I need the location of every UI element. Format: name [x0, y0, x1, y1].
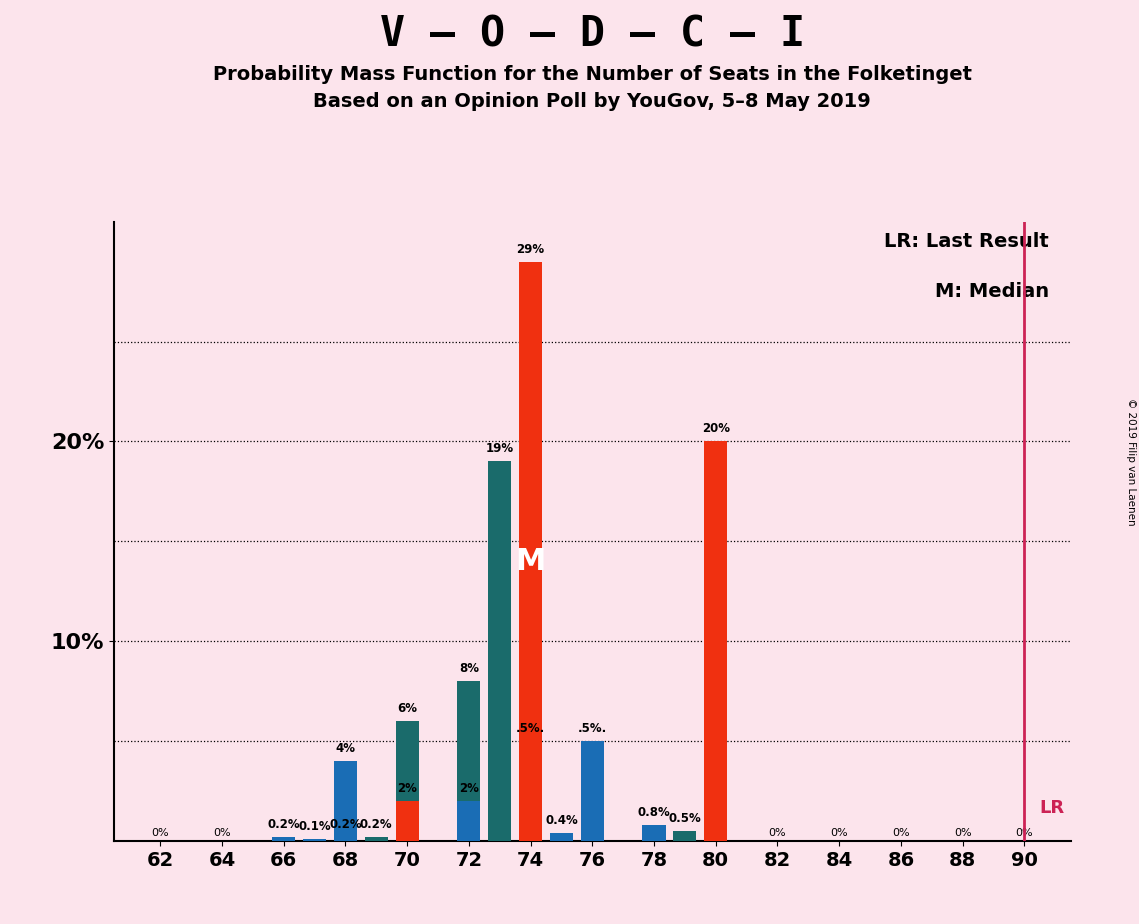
Text: .5%.: .5%.: [577, 722, 607, 735]
Text: 0.2%: 0.2%: [360, 818, 393, 831]
Text: 0.4%: 0.4%: [546, 814, 577, 827]
Text: 6%: 6%: [398, 702, 417, 715]
Text: 0.2%: 0.2%: [329, 818, 362, 831]
Text: 2%: 2%: [398, 782, 417, 795]
Text: © 2019 Filip van Laenen: © 2019 Filip van Laenen: [1126, 398, 1136, 526]
Bar: [673, 831, 696, 841]
Bar: [581, 741, 604, 841]
Text: 29%: 29%: [516, 243, 544, 256]
Text: M: Median: M: Median: [935, 282, 1049, 300]
Bar: [519, 261, 542, 841]
Bar: [519, 741, 542, 841]
Bar: [303, 839, 326, 841]
Bar: [704, 442, 728, 841]
Text: 0%: 0%: [892, 828, 910, 838]
Bar: [364, 837, 387, 841]
Text: 0.2%: 0.2%: [268, 818, 300, 831]
Text: LR: LR: [1040, 799, 1065, 817]
Text: LR: Last Result: LR: Last Result: [884, 232, 1049, 250]
Bar: [457, 801, 481, 841]
Text: 0%: 0%: [151, 828, 169, 838]
Text: M: M: [515, 547, 546, 576]
Text: 2%: 2%: [459, 782, 478, 795]
Bar: [642, 825, 665, 841]
Text: V – O – D – C – I: V – O – D – C – I: [379, 14, 805, 55]
Text: .5%.: .5%.: [516, 722, 546, 735]
Bar: [395, 721, 419, 841]
Text: 0%: 0%: [213, 828, 231, 838]
Bar: [334, 837, 357, 841]
Text: 19%: 19%: [485, 443, 514, 456]
Text: 0%: 0%: [769, 828, 786, 838]
Text: 0%: 0%: [953, 828, 972, 838]
Text: 4%: 4%: [335, 742, 355, 755]
Bar: [334, 761, 357, 841]
Text: 0%: 0%: [1016, 828, 1033, 838]
Bar: [395, 801, 419, 841]
Text: 0.5%: 0.5%: [669, 812, 702, 825]
Bar: [272, 837, 295, 841]
Text: Probability Mass Function for the Number of Seats in the Folketinget: Probability Mass Function for the Number…: [213, 65, 972, 84]
Text: 0.8%: 0.8%: [638, 806, 671, 819]
Text: 20%: 20%: [702, 422, 730, 435]
Bar: [550, 833, 573, 841]
Text: 8%: 8%: [459, 663, 478, 675]
Text: Based on an Opinion Poll by YouGov, 5–8 May 2019: Based on an Opinion Poll by YouGov, 5–8 …: [313, 92, 871, 112]
Bar: [489, 461, 511, 841]
Text: 0%: 0%: [830, 828, 849, 838]
Text: 0.1%: 0.1%: [298, 820, 330, 833]
Bar: [457, 681, 481, 841]
